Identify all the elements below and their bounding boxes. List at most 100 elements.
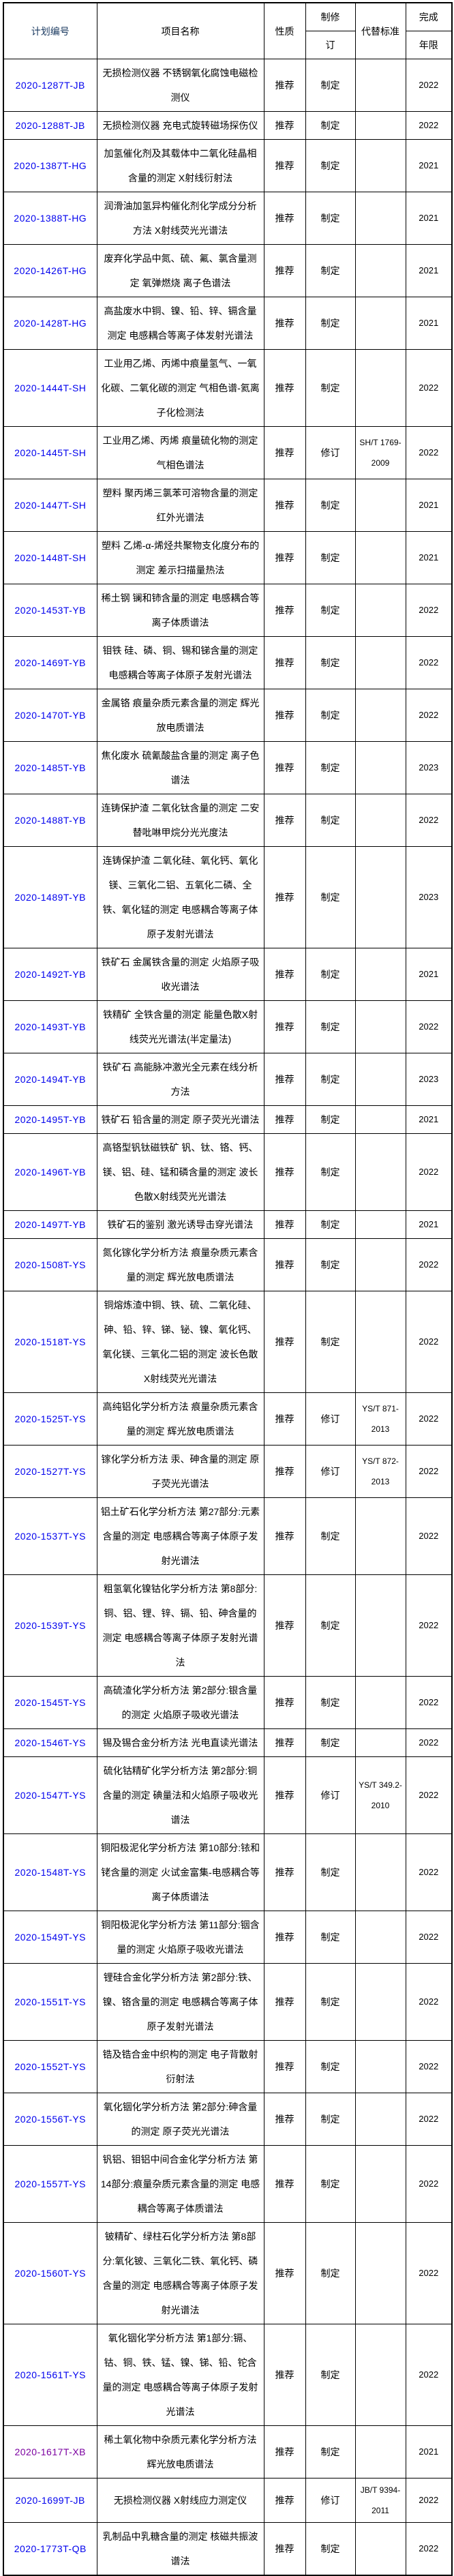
plan-number-link[interactable]: 2020-1549T-YS: [14, 1932, 87, 1943]
plan-number-link[interactable]: 2020-1537T-YS: [14, 1531, 87, 1542]
nature-cell: 推荐: [263, 2222, 306, 2324]
replaced-standard-cell: [354, 846, 406, 948]
plan-number-link[interactable]: 2020-1493T-YB: [14, 1021, 87, 1032]
nature-cell: 推荐: [263, 192, 306, 245]
nature-cell: 推荐: [263, 636, 306, 689]
nature-cell: 推荐: [263, 244, 306, 297]
completion-year-cell: 2021: [405, 297, 453, 350]
plan-number-link[interactable]: 2020-1545T-YS: [14, 1697, 87, 1708]
plan-number-link[interactable]: 2020-1496T-YB: [14, 1167, 87, 1178]
plan-number-link[interactable]: 2020-1485T-YB: [14, 762, 87, 773]
revision-type-cell: 制定: [305, 2040, 356, 2093]
plan-number-link[interactable]: 2020-1426T-HG: [14, 265, 87, 276]
project-name-cell: 铁矿石 铅含量的测定 原子荧光光谱法: [96, 1105, 264, 1134]
nature-cell: 推荐: [263, 1676, 306, 1729]
plan-number-cell: 2020-1445T-SH: [3, 426, 97, 479]
project-name-cell: 工业用乙烯、丙烯中痕量氢气、一氧化碳、二氧化碳的测定 气相色谱-氦离子化检测法: [96, 349, 264, 427]
replaced-standard-cell: [354, 244, 406, 297]
completion-year-cell: 2021: [405, 2425, 453, 2478]
plan-number-link[interactable]: 2020-1428T-HG: [14, 318, 87, 329]
table-row: 2020-1288T-JB 无损检测仪器 充电式旋转磁场探伤仪 推荐 制定 20…: [3, 111, 453, 140]
table-row: 2020-1469T-YB 钼铁 硅、磷、铜、锡和锑含量的测定 电感耦合等离子体…: [3, 636, 453, 689]
nature-cell: 推荐: [263, 426, 306, 479]
replaced-standard-cell: [354, 1105, 406, 1134]
plan-number-link[interactable]: 2020-1551T-YS: [14, 1996, 87, 2007]
plan-number-cell: 2020-1617T-XB: [3, 2425, 97, 2478]
plan-number-cell: 2020-1556T-YS: [3, 2093, 97, 2146]
nature-cell: 推荐: [263, 1053, 306, 1106]
plan-number-link[interactable]: 2020-1470T-YB: [14, 710, 87, 721]
plan-number-link[interactable]: 2020-1444T-SH: [14, 383, 87, 393]
project-name-cell: 焦化废水 硫氰酸盐含量的测定 离子色谱法: [96, 741, 264, 794]
plan-number-link[interactable]: 2020-1469T-YB: [14, 657, 87, 668]
plan-number-link[interactable]: 2020-1552T-YS: [14, 2061, 87, 2072]
plan-number-link[interactable]: 2020-1497T-YB: [14, 1219, 87, 1230]
completion-year-cell: 2021: [405, 479, 453, 532]
plan-number-link[interactable]: 2020-1453T-YB: [14, 605, 87, 616]
project-name-cell: 稀土钢 镧和铈含量的测定 电感耦合等离子体质谱法: [96, 584, 264, 637]
plan-number-link[interactable]: 2020-1387T-HG: [14, 160, 87, 171]
plan-number-link[interactable]: 2020-1561T-YS: [14, 2369, 87, 2380]
plan-number-link[interactable]: 2020-1525T-YS: [14, 1413, 87, 1424]
plan-number-link[interactable]: 2020-1492T-YB: [14, 969, 87, 980]
plan-number-cell: 2020-1447T-SH: [3, 479, 97, 532]
plan-number-cell: 2020-1494T-YB: [3, 1053, 97, 1106]
nature-cell: 推荐: [263, 111, 306, 140]
plan-number-link[interactable]: 2020-1488T-YB: [14, 815, 87, 826]
plan-number-link[interactable]: 2020-1539T-YS: [14, 1620, 87, 1631]
project-name-cell: 无损检测仪器 不锈钢氧化腐蚀电磁检测仪: [96, 59, 264, 112]
completion-year-cell: 2021: [405, 531, 453, 584]
completion-year-cell: 2021: [405, 244, 453, 297]
project-name-cell: 氮化镓化学分析方法 痕量杂质元素含量的测定 辉光放电质谱法: [96, 1238, 264, 1291]
plan-number-link[interactable]: 2020-1617T-XB: [14, 2446, 87, 2457]
plan-number-cell: 2020-1539T-YS: [3, 1574, 97, 1677]
plan-number-link[interactable]: 2020-1388T-HG: [14, 213, 87, 224]
completion-year-cell: 2022: [405, 1676, 453, 1729]
table-row: 2020-1445T-SH 工业用乙烯、丙烯 痕量硫化物的测定 气相色谱法 推荐…: [3, 426, 453, 479]
project-name-cell: 高铬型钒钛磁铁矿 钒、钛、铬、钙、镁、铝、硅、锰和磷含量的测定 波长色散X射线荧…: [96, 1133, 264, 1211]
plan-number-link[interactable]: 2020-1495T-YB: [14, 1114, 87, 1125]
plan-number-link[interactable]: 2020-1518T-YS: [14, 1336, 87, 1347]
table-row: 2020-1508T-YS 氮化镓化学分析方法 痕量杂质元素含量的测定 辉光放电…: [3, 1238, 453, 1291]
plan-number-link[interactable]: 2020-1494T-YB: [14, 1074, 87, 1085]
column-header-completion-line2: 年限: [405, 31, 453, 59]
project-name-cell: 铍精矿、绿柱石化学分析方法 第8部分:氧化铍、三氧化二铁、氧化钙、磷含量的测定 …: [96, 2222, 264, 2324]
plan-number-link[interactable]: 2020-1699T-JB: [15, 2495, 85, 2506]
plan-number-link[interactable]: 2020-1489T-YB: [14, 892, 87, 903]
completion-year-cell: 2022: [405, 1833, 453, 1911]
table-row: 2020-1546T-YS 锡及锡合金分析方法 光电直读光谱法 推荐 制定 20…: [3, 1728, 453, 1757]
plan-number-link[interactable]: 2020-1560T-YS: [14, 2268, 87, 2279]
plan-number-cell: 2020-1699T-JB: [3, 2478, 97, 2523]
plan-number-link[interactable]: 2020-1448T-SH: [14, 552, 87, 563]
plan-number-link[interactable]: 2020-1508T-YS: [14, 1259, 87, 1270]
project-name-cell: 铜阳极泥化学分析方法 第11部分:铟含量的测定 火焰原子吸收光谱法: [96, 1911, 264, 1964]
nature-cell: 推荐: [263, 349, 306, 427]
plan-number-cell: 2020-1548T-YS: [3, 1833, 97, 1911]
plan-number-cell: 2020-1493T-YB: [3, 1000, 97, 1053]
revision-type-cell: 制定: [305, 1053, 356, 1106]
plan-number-link[interactable]: 2020-1546T-YS: [14, 1737, 87, 1748]
project-name-cell: 稀土氧化物中杂质元素化学分析方法 辉光放电质谱法: [96, 2425, 264, 2478]
plan-number-link[interactable]: 2020-1287T-JB: [15, 80, 85, 91]
plan-number-link[interactable]: 2020-1445T-SH: [14, 447, 87, 458]
revision-type-cell: 制定: [305, 139, 356, 192]
plan-number-link[interactable]: 2020-1556T-YS: [14, 2114, 87, 2125]
plan-number-link[interactable]: 2020-1547T-YS: [14, 1790, 87, 1801]
project-name-cell: 铁矿石 金属铁含量的测定 火焰原子吸收光谱法: [96, 948, 264, 1001]
table-row: 2020-1551T-YS 锂硅合金化学分析方法 第2部分:铁、镍、铬含量的测定…: [3, 1963, 453, 2041]
table-row: 2020-1518T-YS 铜熔炼渣中铜、铁、硫、二氧化硅、砷、铅、锌、锑、铋、…: [3, 1291, 453, 1393]
plan-number-link[interactable]: 2020-1527T-YS: [14, 1466, 87, 1477]
revision-type-cell: 制定: [305, 2222, 356, 2324]
project-name-cell: 连铸保护渣 二氧化钛含量的测定 二安替吡啉甲烷分光光度法: [96, 794, 264, 847]
plan-number-link[interactable]: 2020-1773T-QB: [14, 2543, 87, 2554]
plan-number-link[interactable]: 2020-1288T-JB: [15, 120, 85, 131]
completion-year-cell: 2022: [405, 1497, 453, 1575]
plan-number-link[interactable]: 2020-1447T-SH: [14, 500, 87, 511]
completion-year-cell: 2022: [405, 111, 453, 140]
plan-number-link[interactable]: 2020-1557T-YS: [14, 2178, 87, 2189]
plan-number-cell: 2020-1287T-JB: [3, 59, 97, 112]
completion-year-cell: 2022: [405, 1574, 453, 1677]
completion-year-cell: 2022: [405, 2478, 453, 2523]
project-name-cell: 金属铬 痕量杂质元素含量的测定 辉光放电质谱法: [96, 689, 264, 742]
plan-number-link[interactable]: 2020-1548T-YS: [14, 1867, 87, 1878]
